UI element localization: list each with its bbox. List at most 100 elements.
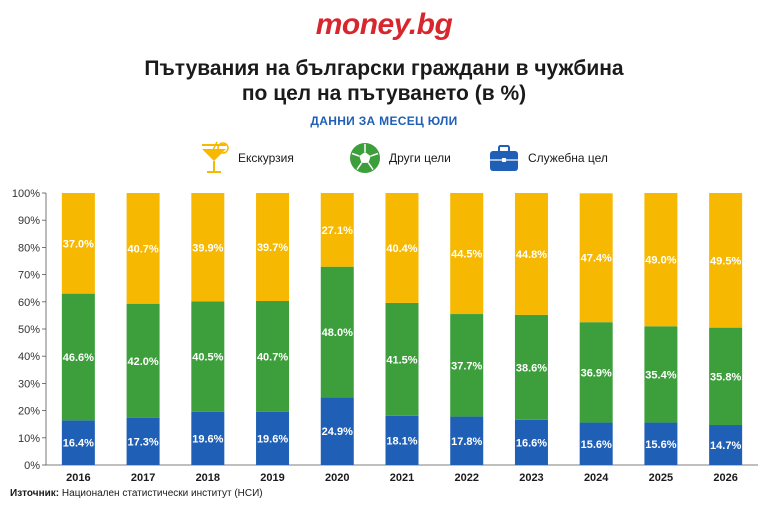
y-tick-label: 100%	[12, 188, 40, 200]
soccer-ball-icon	[350, 143, 380, 173]
x-tick-label: 2018	[196, 472, 220, 484]
data-label: 46.6%	[63, 352, 94, 364]
brand-logo: money.bg	[315, 8, 453, 41]
data-label: 37.0%	[63, 238, 94, 250]
bar-segment	[514, 314, 548, 420]
bar-segment	[709, 425, 743, 465]
y-tick-label: 80%	[18, 242, 40, 254]
data-label: 16.4%	[63, 438, 94, 450]
bar-segment	[385, 415, 419, 465]
bar-segment	[514, 193, 548, 315]
y-tick-label: 70%	[18, 270, 40, 282]
chart-title-line2: по цел на пътуването (в %)	[241, 82, 527, 105]
data-label: 16.6%	[516, 437, 547, 449]
legend-label-business: Служебна цел	[528, 151, 608, 165]
y-tick-label: 50%	[18, 324, 40, 336]
bar-segment	[644, 193, 678, 327]
x-tick-label: 2025	[649, 472, 673, 484]
source-label: Източник:	[10, 488, 60, 499]
legend-item-other: Други цели	[347, 140, 451, 176]
bar-segment	[320, 397, 354, 465]
data-label: 17.3%	[127, 436, 158, 448]
bar-segment	[579, 193, 613, 323]
data-label: 37.7%	[451, 360, 482, 372]
bar-segment	[256, 193, 290, 301]
y-tick-label: 60%	[18, 297, 40, 309]
data-label: 39.9%	[192, 242, 223, 254]
data-label: 27.1%	[322, 225, 353, 237]
bar-segment	[126, 417, 160, 465]
data-label: 35.4%	[645, 369, 676, 381]
data-label: 40.5%	[192, 352, 223, 364]
data-label: 48.0%	[322, 327, 353, 339]
chart-subtitle: ДАННИ ЗА МЕСЕЦ ЮЛИ	[310, 114, 458, 128]
y-tick-label: 20%	[18, 406, 40, 418]
data-label: 47.4%	[581, 253, 612, 265]
data-label: 49.5%	[710, 255, 741, 267]
data-label: 19.6%	[192, 433, 223, 445]
legend-item-excursion: Екскурзия	[196, 140, 294, 176]
data-label: 19.6%	[257, 433, 288, 445]
bar-segment	[579, 422, 613, 465]
bar-segment	[450, 314, 484, 417]
bar-segment	[61, 420, 95, 465]
bar-segment	[644, 422, 678, 465]
x-tick-label: 2019	[260, 472, 284, 484]
bar-segment	[644, 326, 678, 423]
data-label: 17.8%	[451, 436, 482, 448]
data-label: 15.6%	[581, 439, 612, 451]
data-label: 49.0%	[645, 255, 676, 267]
y-tick-label: 30%	[18, 378, 40, 390]
x-tick-label: 2017	[131, 472, 155, 484]
data-label: 36.9%	[581, 367, 612, 379]
bar-segment	[709, 193, 743, 328]
bar-segment	[450, 193, 484, 315]
bar-segment	[191, 301, 225, 412]
bar-segment	[320, 266, 354, 398]
data-label: 15.6%	[645, 439, 676, 451]
bar-segment	[191, 193, 225, 302]
data-label: 24.9%	[322, 426, 353, 438]
bar-segment	[579, 322, 613, 423]
data-label: 44.5%	[451, 249, 482, 261]
source-note: Източник: Национален статистически инсти…	[10, 488, 263, 499]
source-text: Национален статистически институт (НСИ)	[61, 488, 263, 499]
x-tick-label: 2026	[713, 472, 737, 484]
bar-segment	[61, 193, 95, 294]
data-label: 35.8%	[710, 371, 741, 383]
data-label: 40.7%	[127, 243, 158, 255]
data-label: 40.7%	[257, 351, 288, 363]
bar-segment	[385, 193, 419, 303]
x-tick-label: 2021	[390, 472, 414, 484]
bar-segment	[320, 193, 354, 267]
bar-segment	[709, 327, 743, 426]
bar-segment	[126, 303, 160, 418]
data-label: 39.7%	[257, 242, 288, 254]
data-label: 42.0%	[127, 356, 158, 368]
y-tick-label: 40%	[18, 351, 40, 363]
bar-segment	[385, 302, 419, 416]
y-tick-label: 10%	[18, 433, 40, 445]
bar-segment	[256, 411, 290, 465]
x-tick-label: 2016	[66, 472, 90, 484]
legend-item-business: Служебна цел	[486, 140, 608, 176]
legend-label-other: Други цели	[389, 151, 451, 165]
briefcase-icon	[490, 145, 518, 171]
bar-segment	[450, 416, 484, 465]
data-label: 40.4%	[386, 243, 417, 255]
bar-segment	[256, 300, 290, 412]
data-label: 38.6%	[516, 362, 547, 374]
cocktail-icon	[202, 141, 229, 173]
x-tick-label: 2024	[584, 472, 609, 484]
bar-segment	[126, 193, 160, 304]
data-label: 44.8%	[516, 249, 547, 261]
legend-label-excursion: Екскурзия	[238, 151, 294, 165]
chart-title-line1: Пътувания на български граждани в чужбин…	[144, 57, 624, 80]
bar-segment	[191, 411, 225, 465]
y-tick-label: 90%	[18, 215, 40, 227]
x-tick-label: 2022	[454, 472, 478, 484]
data-label: 18.1%	[386, 435, 417, 447]
data-label: 14.7%	[710, 440, 741, 452]
x-tick-label: 2023	[519, 472, 543, 484]
